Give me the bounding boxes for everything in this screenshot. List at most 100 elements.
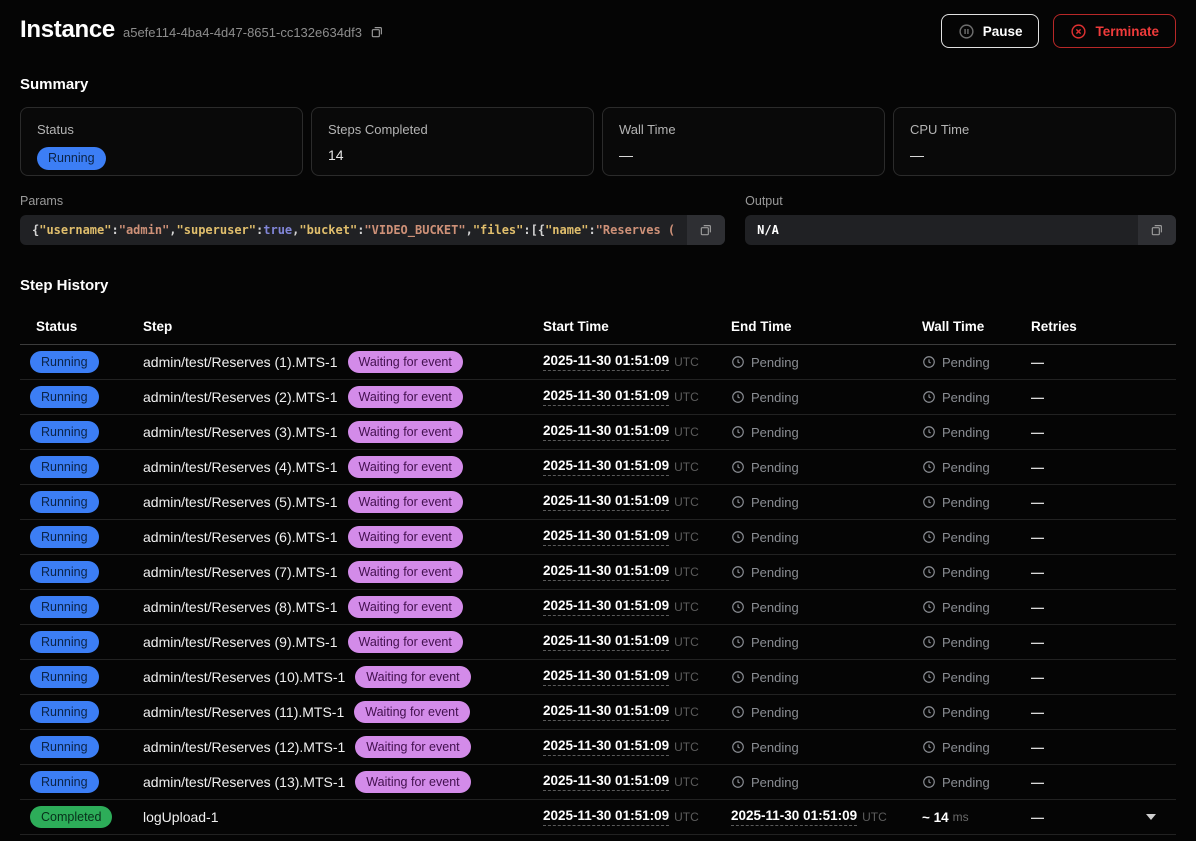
- step-history-heading: Step History: [20, 277, 109, 294]
- timestamp[interactable]: 2025-11-30 01:51:09: [543, 773, 670, 791]
- pause-button[interactable]: Pause: [940, 14, 1040, 48]
- retries-value: —: [1031, 774, 1044, 790]
- start-time-cell: 2025-11-30 01:51:09 UTC: [543, 563, 731, 581]
- start-time-cell: 2025-11-30 01:51:09 UTC: [543, 598, 731, 616]
- timestamp[interactable]: 2025-11-30 01:51:09: [543, 563, 670, 581]
- retries-value: —: [1031, 599, 1044, 615]
- table-row: Running admin/test/Reserves (13).MTS-1 Wai…: [20, 765, 1176, 800]
- terminate-button[interactable]: Terminate: [1053, 14, 1176, 48]
- timezone-label: UTC: [674, 355, 699, 369]
- row-status-badge: Running: [30, 735, 99, 759]
- column-header-retries: Retries: [1031, 319, 1077, 334]
- wall-time-cell: Pending: [922, 705, 1031, 720]
- column-header-status: Status: [36, 319, 78, 334]
- copy-output-button[interactable]: [1138, 215, 1176, 245]
- copy-instance-id-button[interactable]: [370, 25, 384, 39]
- start-time-cell: 2025-11-30 01:51:09 UTC: [543, 668, 731, 686]
- step-name: logUpload-1: [143, 809, 219, 825]
- step-event-badge: Waiting for event: [347, 350, 463, 374]
- timestamp[interactable]: 2025-11-30 01:51:09: [543, 353, 670, 371]
- pending-label: Pending: [751, 564, 799, 580]
- pending-indicator: Pending: [922, 530, 990, 545]
- summary-card-steps-completed: Steps Completed 14: [311, 107, 594, 176]
- clock-icon: [732, 426, 744, 438]
- step-name: admin/test/Reserves (8).MTS-1: [143, 599, 338, 615]
- card-label: Wall Time: [619, 122, 676, 137]
- table-row: Running admin/test/Reserves (8).MTS-1 Wait…: [20, 590, 1176, 625]
- pending-label: Pending: [751, 704, 799, 720]
- action-buttons: Pause Terminate: [940, 12, 1176, 48]
- card-label: Steps Completed: [328, 122, 428, 137]
- clock-icon: [923, 671, 935, 683]
- pending-indicator: Pending: [922, 670, 990, 685]
- timestamp[interactable]: 2025-11-30 01:51:09: [543, 808, 670, 826]
- pending-label: Pending: [942, 389, 990, 405]
- terminate-icon: [1071, 23, 1087, 39]
- pending-indicator: Pending: [922, 705, 990, 720]
- wall-time-cell: Pending: [922, 635, 1031, 650]
- pending-indicator: Pending: [922, 425, 990, 440]
- end-time-cell: Pending: [731, 600, 922, 615]
- clock-icon: [923, 356, 935, 368]
- pending-label: Pending: [942, 704, 990, 720]
- timestamp[interactable]: 2025-11-30 01:51:09: [543, 528, 670, 546]
- params-code-block: {"username":"admin","superuser":true,"bu…: [20, 215, 726, 245]
- timestamp[interactable]: 2025-11-30 01:51:09: [543, 633, 670, 651]
- code-token: "files": [472, 223, 524, 237]
- expand-row-button[interactable]: [1142, 810, 1160, 824]
- timestamp[interactable]: 2025-11-30 01:51:09: [543, 703, 670, 721]
- step-event-badge: Waiting for event: [347, 490, 463, 514]
- params-output-row: Params {"username":"admin","superuser":t…: [20, 194, 1176, 245]
- start-time-cell: 2025-11-30 01:51:09 UTC: [543, 808, 731, 826]
- retries-value: —: [1031, 459, 1044, 475]
- page-title: Instance: [20, 16, 115, 43]
- timezone-label: UTC: [674, 495, 699, 509]
- step-name: admin/test/Reserves (7).MTS-1: [143, 564, 338, 580]
- timestamp[interactable]: 2025-11-30 01:51:09: [543, 598, 670, 616]
- column-header-wall-time: Wall Time: [922, 319, 985, 334]
- timestamp[interactable]: 2025-11-30 01:51:09: [543, 668, 670, 686]
- step-name: admin/test/Reserves (12).MTS-1: [143, 739, 346, 755]
- code-token: :: [256, 223, 264, 237]
- row-status-badge: Running: [30, 490, 99, 514]
- timestamp[interactable]: 2025-11-30 01:51:09: [731, 808, 858, 826]
- code-token: "username": [39, 223, 112, 237]
- timestamp[interactable]: 2025-11-30 01:51:09: [543, 738, 670, 756]
- code-token: ,: [292, 223, 300, 237]
- pending-label: Pending: [751, 424, 799, 440]
- copy-icon: [1151, 225, 1162, 236]
- end-time-cell: Pending: [731, 530, 922, 545]
- card-label: Status: [37, 122, 74, 137]
- timestamp[interactable]: 2025-11-30 01:51:09: [543, 458, 670, 476]
- code-token: ,: [169, 223, 177, 237]
- pending-label: Pending: [751, 494, 799, 510]
- timestamp[interactable]: 2025-11-30 01:51:09: [543, 423, 670, 441]
- timestamp[interactable]: 2025-11-30 01:51:09: [543, 493, 670, 511]
- clock-icon: [732, 741, 744, 753]
- timezone-label: UTC: [674, 565, 699, 579]
- table-row: Running admin/test/Reserves (7).MTS-1 Wait…: [20, 555, 1176, 590]
- clock-icon: [732, 706, 744, 718]
- end-time-cell: Pending: [731, 495, 922, 510]
- clock-icon: [732, 671, 744, 683]
- end-time-cell: 2025-11-30 01:51:09 UTC: [731, 808, 922, 826]
- pause-button-label: Pause: [982, 23, 1023, 39]
- timestamp[interactable]: 2025-11-30 01:51:09: [543, 388, 670, 406]
- card-value: 14: [328, 147, 344, 163]
- code-token: {: [32, 223, 40, 237]
- row-status-badge: Running: [30, 455, 99, 479]
- clock-icon: [923, 391, 935, 403]
- table-row[interactable]: Completed logUpload-1 2025-11-30 01:51:09 U…: [20, 800, 1176, 835]
- step-event-badge: Waiting for event: [347, 630, 463, 654]
- table-row: Running admin/test/Reserves (9).MTS-1 Wait…: [20, 625, 1176, 660]
- end-time-cell: Pending: [731, 670, 922, 685]
- retries-value: —: [1031, 389, 1044, 405]
- card-label: CPU Time: [910, 122, 970, 137]
- step-event-badge: Waiting for event: [347, 455, 463, 479]
- copy-params-button[interactable]: [687, 215, 726, 245]
- wall-time-cell: Pending: [922, 775, 1031, 790]
- timezone-label: UTC: [674, 600, 699, 614]
- pause-icon: [959, 23, 974, 39]
- status-badge: Running: [37, 147, 106, 170]
- code-token: "name": [545, 223, 589, 237]
